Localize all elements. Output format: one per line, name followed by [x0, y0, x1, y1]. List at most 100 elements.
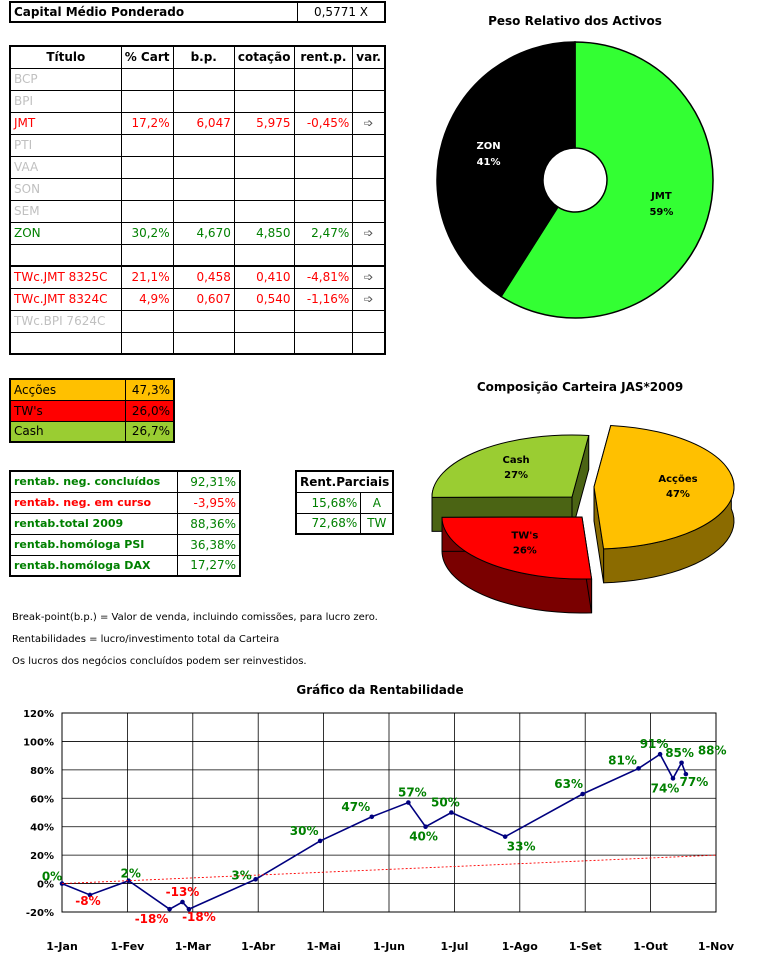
holding-rent	[293, 133, 354, 157]
partials-value: 72,68%	[295, 512, 362, 535]
pie2-value: 26%	[513, 545, 537, 556]
holding-bp	[172, 309, 235, 333]
x-tick-label: 1-Out	[633, 940, 668, 953]
data-point	[406, 800, 411, 805]
data-point	[317, 838, 323, 844]
holding-bp: 4,670	[172, 221, 235, 245]
data-label: 47%	[341, 800, 370, 814]
holding-rent	[293, 331, 354, 355]
holding-var	[352, 155, 386, 179]
holding-cot	[233, 177, 295, 201]
returns-label: rentab.total 2009	[9, 512, 178, 535]
returns-value: 92,31%	[177, 470, 241, 493]
holding-var	[352, 67, 386, 91]
holding-cart	[120, 155, 174, 179]
pie1-label: ZON	[477, 141, 501, 152]
holding-bp	[172, 67, 235, 91]
data-point	[167, 906, 172, 912]
data-point	[580, 791, 585, 797]
x-tick-label: 1-Mar	[175, 940, 212, 953]
data-label: 50%	[431, 796, 460, 810]
composition-value: 47,3%	[125, 378, 175, 401]
holding-cot	[233, 89, 295, 113]
holding-bp	[172, 199, 235, 223]
pie1-slice	[436, 41, 576, 298]
holding-var	[352, 133, 386, 157]
holding-row: VAA	[9, 155, 386, 179]
holding-bp	[172, 89, 235, 113]
col-title-header: Título	[9, 45, 122, 69]
pie2-slice	[441, 516, 593, 580]
holding-name	[9, 243, 122, 267]
x-tick-label: 1-Jul	[440, 940, 468, 953]
holding-name: SON	[9, 177, 122, 201]
holding-rent	[293, 89, 354, 113]
notes-block: Break-point(b.p.) = Valor de venda, incl…	[12, 607, 378, 673]
returns-row: rentab. neg. concluídos 92,31%	[9, 470, 241, 493]
holding-rent	[293, 309, 354, 333]
holding-row: BCP	[9, 67, 386, 91]
holding-name: VAA	[9, 155, 122, 179]
holding-cart	[120, 177, 174, 201]
holding-rent: -0,45%	[293, 111, 354, 135]
holding-bp	[172, 331, 235, 355]
partials-table: Rent.Parciais 15,68% A 72,68% TW	[295, 470, 395, 535]
y-tick-label: 80%	[30, 766, 54, 777]
holding-var	[352, 89, 386, 113]
line-title: Gráfico da Rentabilidade	[296, 683, 464, 697]
pie2-label: Cash	[503, 455, 530, 466]
data-point	[369, 814, 375, 820]
y-tick-label: 100%	[23, 737, 54, 748]
returns-label: rentab.homóloga DAX	[9, 554, 178, 577]
holding-name	[9, 331, 122, 355]
holding-row: TWc.JMT 8324C 4,9% 0,607 0,540 -1,16% ➩	[9, 287, 386, 311]
composition-row: Cash 26,7%	[9, 420, 175, 443]
data-point	[683, 771, 689, 777]
composition-value: 26,7%	[125, 420, 175, 443]
holding-row: SON	[9, 177, 386, 201]
partials-tag: TW	[360, 512, 394, 535]
y-tick-label: 0%	[37, 880, 54, 891]
returns-value: -3,95%	[177, 491, 241, 514]
holding-rent: -4,81%	[293, 265, 354, 289]
x-tick-label: 1-Jun	[373, 940, 405, 953]
x-tick-label: 1-Mai	[306, 940, 340, 953]
holding-cart	[120, 309, 174, 333]
x-tick-label: 1-Abr	[241, 940, 276, 953]
holding-bp	[172, 243, 235, 267]
composition-row: TW's 26,0%	[9, 399, 175, 422]
composition-value: 26,0%	[125, 399, 175, 422]
x-tick-label: 1-Ago	[502, 940, 539, 953]
holding-row	[9, 243, 386, 267]
holding-rent: -1,16%	[293, 287, 354, 311]
holding-cart	[120, 67, 174, 91]
capital-table: Capital Médio Ponderado 0,5771 X	[9, 1, 386, 23]
holding-name: SEM	[9, 199, 122, 223]
data-point	[502, 834, 508, 839]
pie2-value: 47%	[666, 489, 690, 500]
holding-rent	[293, 67, 354, 91]
data-point	[670, 776, 676, 781]
x-tick-label: 1-Nov	[698, 940, 735, 953]
composition-label: TW's	[9, 399, 126, 422]
y-tick-label: 20%	[30, 851, 54, 862]
reference-line	[61, 854, 717, 885]
x-tick-label: 1-Set	[569, 940, 602, 953]
holding-name: BPI	[9, 89, 122, 113]
holding-cart	[120, 331, 174, 355]
holding-rent: 2,47%	[293, 221, 354, 245]
holding-cot: 0,410	[233, 265, 295, 289]
data-label: 81%	[608, 753, 637, 767]
holding-cot	[233, 67, 295, 91]
holding-name: TWc.BPI 7624C	[9, 309, 122, 333]
holding-rent	[293, 243, 354, 267]
data-point	[253, 877, 258, 882]
holding-cot	[233, 331, 295, 355]
holding-var: ➩	[352, 221, 386, 245]
col-cart-header: % Cart	[120, 45, 174, 69]
composition-row: Acções 47,3%	[9, 378, 175, 401]
holding-rent	[293, 199, 354, 223]
holding-var	[352, 243, 386, 267]
holding-row: PTI	[9, 133, 386, 157]
holding-name: ZON	[9, 221, 122, 245]
